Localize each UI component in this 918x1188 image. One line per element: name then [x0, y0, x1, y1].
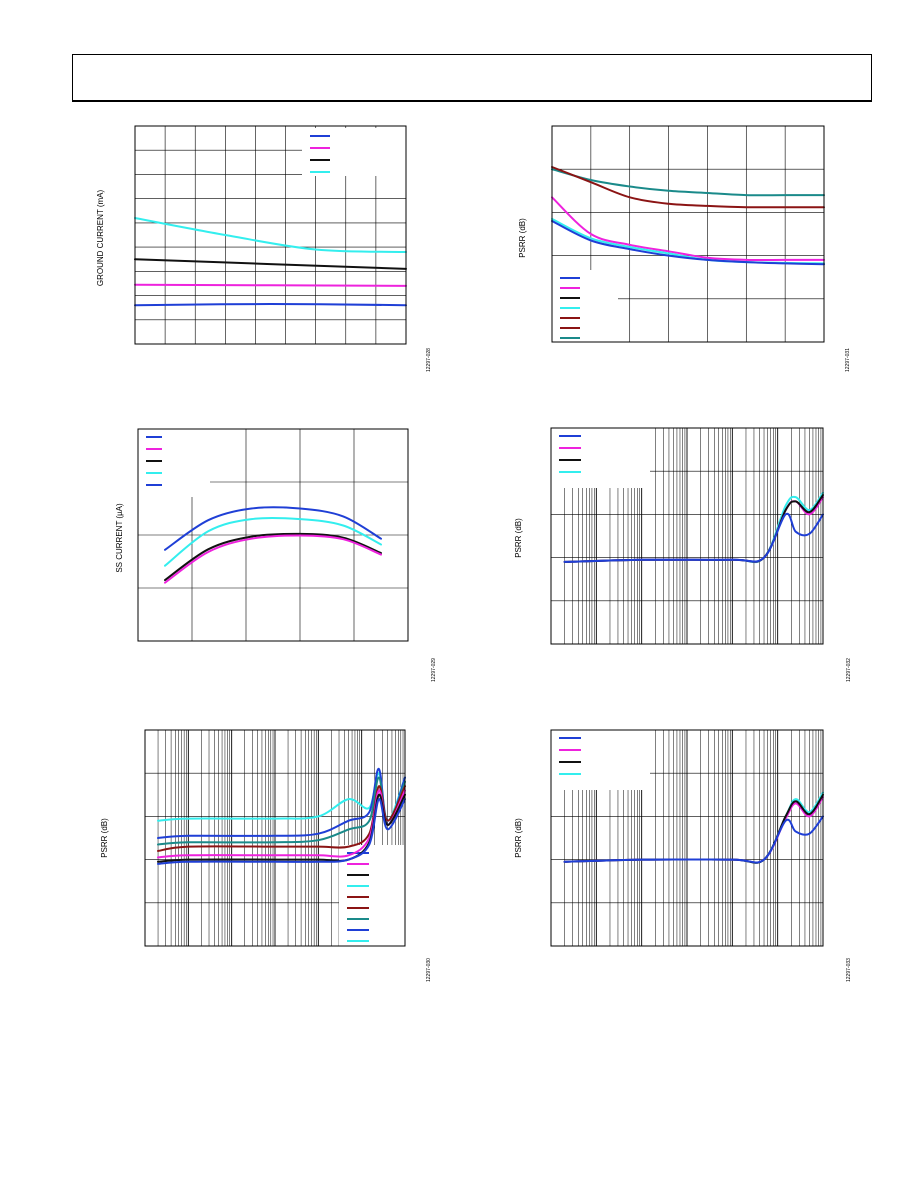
- legend: [302, 128, 407, 176]
- page-header-box: [72, 54, 872, 102]
- plot-area: [137, 428, 409, 642]
- plot-area: [134, 125, 407, 345]
- figure-id: 12297-030: [426, 958, 432, 982]
- series-line-blue: [164, 506, 382, 551]
- legend-box: [551, 428, 650, 488]
- legend-box: [552, 270, 618, 342]
- figure-id: 12297-032: [846, 658, 852, 682]
- series-line-black: [134, 258, 407, 270]
- plot-frame: [137, 428, 409, 642]
- plot-area: [550, 427, 824, 645]
- figure-id: 12297-028: [426, 348, 432, 372]
- y-axis-label: PSRR (dB): [100, 818, 109, 858]
- series-line-magenta: [134, 283, 407, 287]
- y-axis-label: GROUND CURRENT (mA): [96, 190, 105, 287]
- legend-box: [138, 429, 210, 497]
- series-group: [563, 491, 824, 564]
- series-group: [134, 217, 407, 307]
- legend: [339, 845, 405, 946]
- legend: [551, 428, 650, 488]
- series-group: [563, 791, 824, 864]
- series-line-cyan: [563, 791, 824, 864]
- y-axis-label: PSRR (dB): [514, 518, 523, 558]
- plot-area: [144, 729, 406, 947]
- series-line-magenta: [164, 534, 382, 584]
- series-line-cyan: [563, 491, 824, 564]
- series-line-black: [563, 494, 824, 563]
- figure-id: 12297-031: [845, 348, 851, 372]
- grid: [144, 730, 405, 946]
- legend: [551, 730, 650, 790]
- series-line-blue: [157, 767, 406, 839]
- ground-current-chart: GROUND CURRENT (mA) 12297-028: [96, 125, 432, 372]
- figure-id: 12297-033: [846, 958, 852, 982]
- series-line-black: [164, 532, 382, 582]
- figure-id: 12297-029: [431, 658, 437, 682]
- series-group: [164, 506, 382, 584]
- series-line-teal: [551, 168, 825, 197]
- y-axis-label: SS CURRENT (µA): [115, 503, 124, 573]
- series-line-cyan: [164, 516, 382, 567]
- series-line-cyan: [134, 217, 407, 253]
- series-line-blue: [551, 220, 825, 266]
- legend-box: [551, 730, 650, 790]
- y-axis-label: PSRR (dB): [518, 218, 527, 258]
- plot-area: [550, 729, 824, 947]
- plot-frame: [134, 125, 407, 345]
- legend: [138, 429, 210, 497]
- series-line-navy: [157, 798, 406, 865]
- series-line-maroon: [551, 166, 825, 209]
- plot-area: [551, 125, 825, 343]
- series-group: [551, 166, 825, 266]
- psrr-chart-1: PSRR (dB) 12297-031: [518, 125, 851, 372]
- plot-frame: [550, 427, 824, 645]
- series-line-magenta: [563, 796, 824, 864]
- legend: [552, 270, 618, 342]
- plot-frame: [551, 125, 825, 343]
- psrr-chart-2: PSRR (dB) 12297-032: [514, 427, 852, 682]
- psrr-chart-3: PSRR (dB) 12297-030: [100, 729, 432, 982]
- plot-frame: [144, 729, 406, 947]
- plot-frame: [550, 729, 824, 947]
- series-line-magenta: [551, 196, 825, 262]
- series-line-blue: [134, 303, 407, 307]
- psrr-chart-4: PSRR (dB) 12297-033: [514, 729, 852, 982]
- series-line-black: [563, 793, 824, 864]
- series-line-blue: [563, 512, 824, 563]
- y-axis-label: PSRR (dB): [514, 818, 523, 858]
- series-line-blue: [563, 815, 824, 864]
- ss-current-chart: SS CURRENT (µA) 12297-029: [115, 428, 437, 682]
- series-group: [157, 767, 406, 865]
